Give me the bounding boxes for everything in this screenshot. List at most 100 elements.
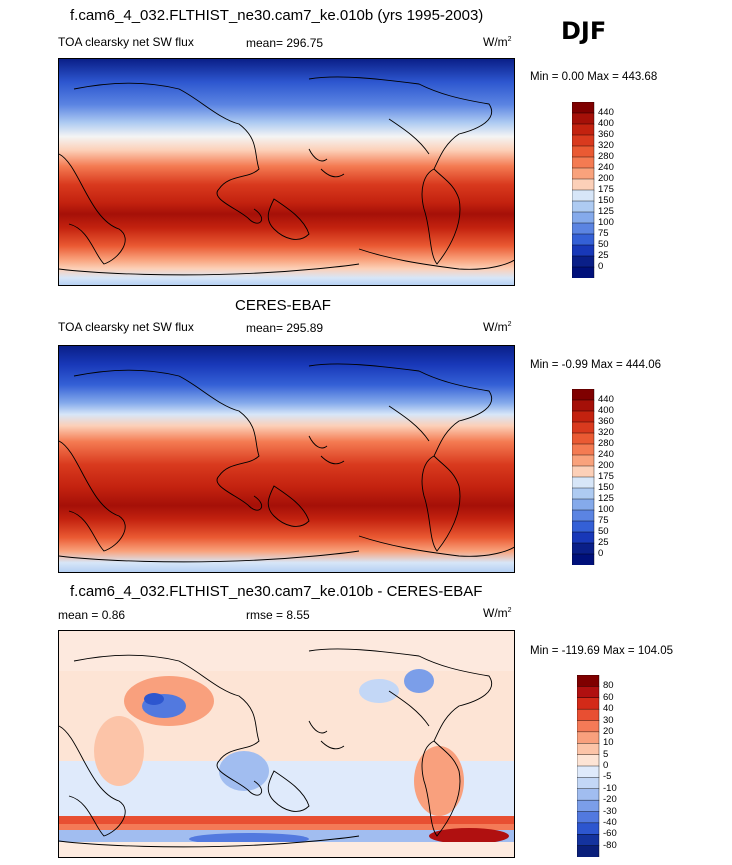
panel2-map <box>58 345 515 573</box>
colorbar-swatch <box>571 134 595 147</box>
colorbar-tick-label: 280 <box>598 438 614 449</box>
colorbar-tick-label: 440 <box>598 394 614 405</box>
panel3-colorbar-swatches <box>576 674 600 858</box>
season-label: DJF <box>561 17 607 45</box>
colorbar-tick-label: 175 <box>598 184 614 195</box>
panel2-variable: TOA clearsky net SW flux <box>58 320 194 334</box>
colorbar-swatch <box>576 811 600 824</box>
colorbar-swatch <box>571 465 595 478</box>
colorbar-tick-label: 100 <box>598 217 614 228</box>
panel1-colorbar-svg <box>571 101 595 279</box>
panel1-units: W/m2 <box>483 35 512 49</box>
colorbar-tick-label: -40 <box>603 816 617 828</box>
colorbar-swatch <box>571 421 595 434</box>
panel2-title: CERES-EBAF <box>235 297 331 314</box>
colorbar-tick-label: 25 <box>598 537 609 548</box>
colorbar-swatch <box>571 443 595 456</box>
colorbar-tick-label: 10 <box>603 737 614 749</box>
panel1-map-svg <box>59 59 514 285</box>
colorbar-swatch <box>576 686 600 699</box>
colorbar-tick-label: 360 <box>598 129 614 140</box>
colorbar-swatch <box>576 754 600 767</box>
panel1-mean: mean= 296.75 <box>246 36 324 50</box>
panel3-mean: mean = 0.86 <box>58 608 126 622</box>
colorbar-swatch <box>571 200 595 213</box>
colorbar-tick-label: 240 <box>598 449 614 460</box>
panel3-map-svg <box>59 631 514 857</box>
colorbar-tick-label: 175 <box>598 471 614 482</box>
colorbar-tick-label: 0 <box>603 760 609 771</box>
colorbar-tick-label: 25 <box>598 250 609 261</box>
colorbar-tick-label: 40 <box>603 703 614 715</box>
colorbar-tick-label: 240 <box>598 162 614 173</box>
panel2-colorbar: 440 400 360 320 280 240 200 175 150 125 100 75 50 25 0 <box>571 388 652 570</box>
colorbar-tick-label: 5 <box>603 748 609 760</box>
colorbar-tick-label: -5 <box>603 771 612 783</box>
colorbar-tick-label: 20 <box>603 725 614 737</box>
colorbar-tick-label: 400 <box>598 405 614 416</box>
colorbar-swatch <box>571 123 595 136</box>
colorbar-swatch <box>571 112 595 125</box>
panel3-map <box>58 630 515 858</box>
colorbar-tick-label: 320 <box>598 427 614 438</box>
colorbar-tick-label: 0 <box>598 261 604 272</box>
colorbar-swatch <box>571 167 595 180</box>
panel3-colorbar: 80 60 40 30 20 10 5 0 -5 -10 -20 -30 -40 -60 -80 <box>576 674 657 862</box>
colorbar-swatch <box>571 211 595 224</box>
colorbar-tick-label: -20 <box>603 794 617 806</box>
colorbar-swatch <box>571 531 595 544</box>
panel2-colorbar-svg <box>571 388 595 566</box>
colorbar-tick-label: 150 <box>598 195 614 206</box>
colorbar-swatch <box>571 399 595 412</box>
colorbar-swatch <box>571 553 595 566</box>
panel2-colorbar-swatches <box>571 388 595 566</box>
panel2-map-svg <box>59 346 514 572</box>
colorbar-swatch <box>571 476 595 489</box>
colorbar-tick-label: 200 <box>598 173 614 184</box>
colorbar-swatch <box>576 731 600 744</box>
colorbar-swatch <box>576 777 600 790</box>
colorbar-tick-label: 125 <box>598 493 614 504</box>
colorbar-tick-label: 50 <box>598 239 609 250</box>
colorbar-tick-label: -60 <box>603 828 617 840</box>
colorbar-tick-label: 75 <box>598 228 609 239</box>
panel3-rmse: rmse = 8.55 <box>246 608 310 622</box>
colorbar-swatch <box>571 266 595 279</box>
colorbar-swatch <box>576 708 600 722</box>
panel3-units: W/m2 <box>483 606 512 620</box>
panel3-diff-patches <box>59 631 514 857</box>
colorbar-swatch <box>576 788 600 801</box>
panel1-map <box>58 58 515 286</box>
colorbar-swatch <box>571 255 595 268</box>
panel2-minmax: Min = -0.99 Max = 444.06 <box>530 359 662 371</box>
colorbar-swatch <box>571 156 595 169</box>
colorbar-swatch <box>571 487 595 500</box>
colorbar-swatch <box>571 509 595 522</box>
colorbar-tick-label: 100 <box>598 504 614 515</box>
colorbar-tick-label: 440 <box>598 107 614 118</box>
colorbar-swatch <box>576 834 600 847</box>
colorbar-swatch <box>571 145 595 158</box>
panel1-colorbar-swatches <box>571 101 595 279</box>
colorbar-swatch <box>571 233 595 246</box>
panel1-variable: TOA clearsky net SW flux <box>58 35 194 49</box>
colorbar-tick-label: 0 <box>598 548 604 559</box>
colorbar-swatch <box>576 743 600 756</box>
colorbar-tick-label: 280 <box>598 151 614 162</box>
colorbar-swatch <box>576 697 600 710</box>
colorbar-swatch <box>571 520 595 533</box>
colorbar-tick-label: 150 <box>598 482 614 493</box>
colorbar-tick-label: 200 <box>598 460 614 471</box>
colorbar-tick-label: 320 <box>598 140 614 151</box>
colorbar-tick-label: 60 <box>603 691 614 703</box>
panel2-mean: mean= 295.89 <box>246 321 324 335</box>
colorbar-tick-label: 75 <box>598 515 609 526</box>
panel1-title: f.cam6_4_032.FLTHIST_ne30.cam7_ke.010b (… <box>70 7 484 24</box>
colorbar-swatch <box>571 432 595 445</box>
panel1-minmax: Min = 0.00 Max = 443.68 <box>530 71 658 83</box>
colorbar-tick-label: -80 <box>603 839 617 851</box>
colorbar-tick-label: -10 <box>603 782 617 794</box>
panel1-colorbar: 440 400 360 320 280 240 200 175 150 125 100 75 50 25 0 <box>571 101 652 283</box>
panel2-coastlines <box>59 363 514 563</box>
colorbar-swatch <box>576 845 600 858</box>
